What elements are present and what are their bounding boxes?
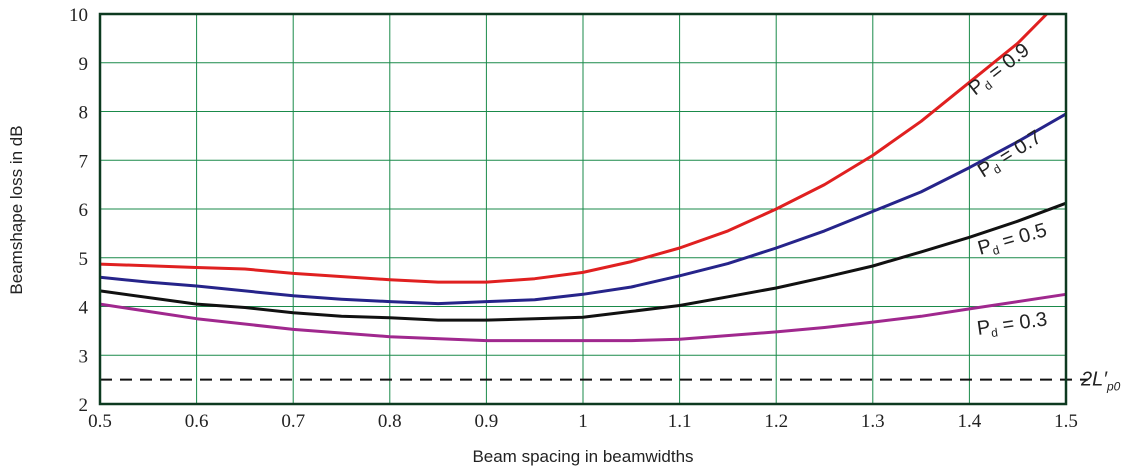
curve-label: Pd = 0.9 (965, 39, 1035, 101)
curve-label: Pd = 0.3 (976, 308, 1049, 342)
x-tick-label: 1.3 (861, 411, 885, 432)
x-tick-label: 1.5 (1054, 411, 1078, 432)
y-axis-label: Beamshape loss in dB (7, 125, 26, 294)
curve-label: Pd = 0.7 (974, 126, 1047, 184)
x-tick-label: 0.9 (475, 411, 499, 432)
y-tick-label: 5 (79, 249, 89, 270)
series-line-09 (99, 12, 1048, 284)
y-tick-label: 7 (79, 151, 89, 172)
x-tick-label: 0.5 (88, 411, 112, 432)
curve-labels: Pd = 0.9 Pd = 0.7 Pd = 0.5 Pd = 0.3 2L′p0 (965, 39, 1121, 394)
curves (99, 12, 1088, 381)
y-tick-labels: 2 3 4 5 6 7 8 9 10 (69, 5, 89, 416)
x-tick-label: 0.7 (281, 411, 305, 432)
x-tick-labels: 0.5 0.6 0.7 0.8 0.9 1 1.1 1.2 1.3 1.4 1.5 (88, 411, 1078, 432)
grid (99, 13, 1067, 405)
y-tick-label: 9 (79, 54, 89, 75)
y-tick-label: 3 (79, 346, 89, 367)
reference-line-label: 2L′p0 (1080, 369, 1121, 394)
y-tick-label: 8 (79, 103, 89, 124)
x-tick-label: 0.8 (378, 411, 402, 432)
x-tick-label: 1.1 (668, 411, 692, 432)
series-line-03 (99, 292, 1067, 343)
x-axis-label: Beam spacing in beamwidths (472, 447, 693, 466)
x-tick-label: 0.6 (185, 411, 209, 432)
series-line-07 (99, 112, 1067, 306)
y-tick-label: 2 (79, 395, 89, 416)
curve-label: Pd = 0.5 (975, 219, 1050, 262)
x-tick-label: 1.4 (958, 411, 982, 432)
y-tick-label: 6 (79, 200, 89, 221)
y-tick-label: 4 (79, 298, 89, 319)
x-tick-label: 1 (578, 411, 588, 432)
y-tick-label: 10 (69, 5, 88, 26)
x-tick-label: 1.2 (764, 411, 788, 432)
plot-frame (98, 12, 1068, 406)
series-line-05 (99, 201, 1067, 322)
